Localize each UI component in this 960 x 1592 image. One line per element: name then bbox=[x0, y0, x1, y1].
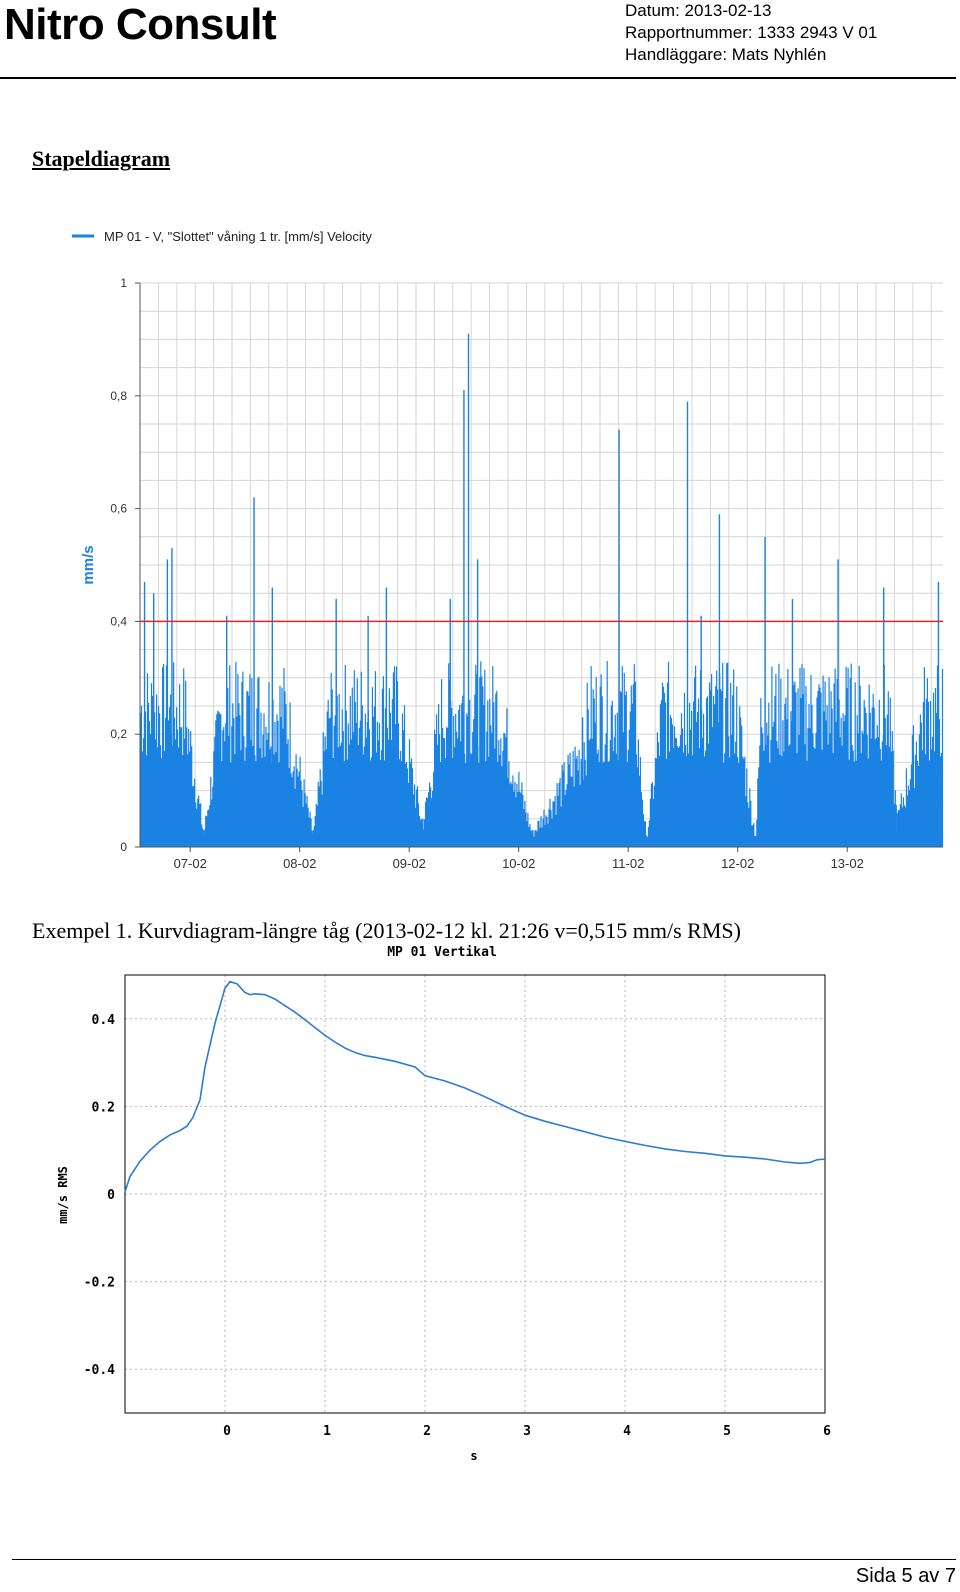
chart2-plot-frame bbox=[124, 974, 826, 1414]
velocity-bar-chart: MP 01 - V, "Slottet" våning 1 tr. [mm/s]… bbox=[72, 229, 944, 871]
chart2-series-line bbox=[124, 980, 826, 1193]
chart1-y-ticks: 0 0,2 0,4 0,6 0,8 1 bbox=[110, 276, 140, 854]
y-tick-label: 0 bbox=[120, 840, 127, 854]
vertical-line-chart: MP 01 Vertikal -0.4 -0.2 0 0.2 0.4 0 1 2 3 4 5 6 s… bbox=[56, 945, 831, 1463]
y-tick-label: 0,8 bbox=[110, 389, 127, 403]
x-tick-label: 08-02 bbox=[283, 856, 316, 871]
chart2-title: MP 01 Vertikal bbox=[387, 945, 497, 960]
x-tick-label: 13-02 bbox=[831, 856, 864, 871]
x-tick-label: 09-02 bbox=[393, 856, 426, 871]
chart2-x-axis-label: s bbox=[470, 1449, 477, 1463]
figure-caption: Exempel 1. Kurvdiagram-längre tåg (2013-… bbox=[32, 918, 741, 943]
x-tick-label: 6 bbox=[823, 1424, 831, 1439]
chart1-axes bbox=[139, 283, 943, 848]
y-tick-label: 0 bbox=[107, 1188, 115, 1203]
y-tick-label: 0.2 bbox=[92, 1100, 115, 1115]
report-date: Datum: 2013-02-13 bbox=[625, 1, 772, 20]
x-tick-label: 5 bbox=[723, 1424, 731, 1439]
company-logo-text: Nitro Consult bbox=[4, 0, 277, 49]
y-tick-label: 0,2 bbox=[110, 727, 127, 741]
report-number: Rapportnummer: 1333 2943 V 01 bbox=[625, 23, 878, 42]
report-meta: Datum: 2013-02-13 Rapportnummer: 1333 29… bbox=[625, 0, 877, 66]
section-title: Stapeldiagram bbox=[32, 146, 171, 171]
chart1-x-ticks: 07-02 08-02 09-02 10-02 11-02 12-02 13-02 bbox=[174, 847, 864, 871]
x-tick-label: 07-02 bbox=[174, 856, 207, 871]
y-tick-label: 0,4 bbox=[110, 614, 127, 628]
y-tick-label: -0.2 bbox=[84, 1276, 115, 1291]
x-tick-label: 4 bbox=[623, 1424, 631, 1439]
chart2-y-axis-label: mm/s RMS bbox=[56, 1166, 70, 1224]
x-tick-label: 0 bbox=[223, 1424, 231, 1439]
chart1-y-axis-label: mm/s bbox=[80, 545, 97, 584]
page-number: Sida 5 av 7 bbox=[855, 1565, 956, 1587]
x-tick-label: 2 bbox=[423, 1424, 431, 1439]
x-tick-label: 12-02 bbox=[721, 856, 754, 871]
y-tick-label: 0,6 bbox=[110, 502, 127, 516]
footer-divider bbox=[12, 1559, 956, 1560]
x-tick-label: 10-02 bbox=[502, 856, 535, 871]
legend-label: MP 01 - V, "Slottet" våning 1 tr. [mm/s]… bbox=[104, 229, 372, 244]
chart2-grid bbox=[125, 975, 826, 1413]
header-divider bbox=[0, 77, 956, 79]
x-tick-label: 11-02 bbox=[612, 856, 644, 871]
chart2-y-ticks: -0.4 -0.2 0 0.2 0.4 bbox=[84, 1013, 115, 1378]
x-tick-label: 3 bbox=[523, 1424, 531, 1439]
y-tick-label: 1 bbox=[120, 276, 127, 290]
report-handler: Handläggare: Mats Nyhlén bbox=[625, 45, 827, 64]
chart1-legend: MP 01 - V, "Slottet" våning 1 tr. [mm/s]… bbox=[72, 229, 372, 244]
y-tick-label: 0.4 bbox=[92, 1013, 116, 1028]
y-tick-label: -0.4 bbox=[84, 1363, 115, 1378]
chart1-bars bbox=[139, 333, 944, 847]
x-tick-label: 1 bbox=[323, 1424, 331, 1439]
chart2-x-ticks: 0 1 2 3 4 5 6 bbox=[223, 1424, 831, 1439]
